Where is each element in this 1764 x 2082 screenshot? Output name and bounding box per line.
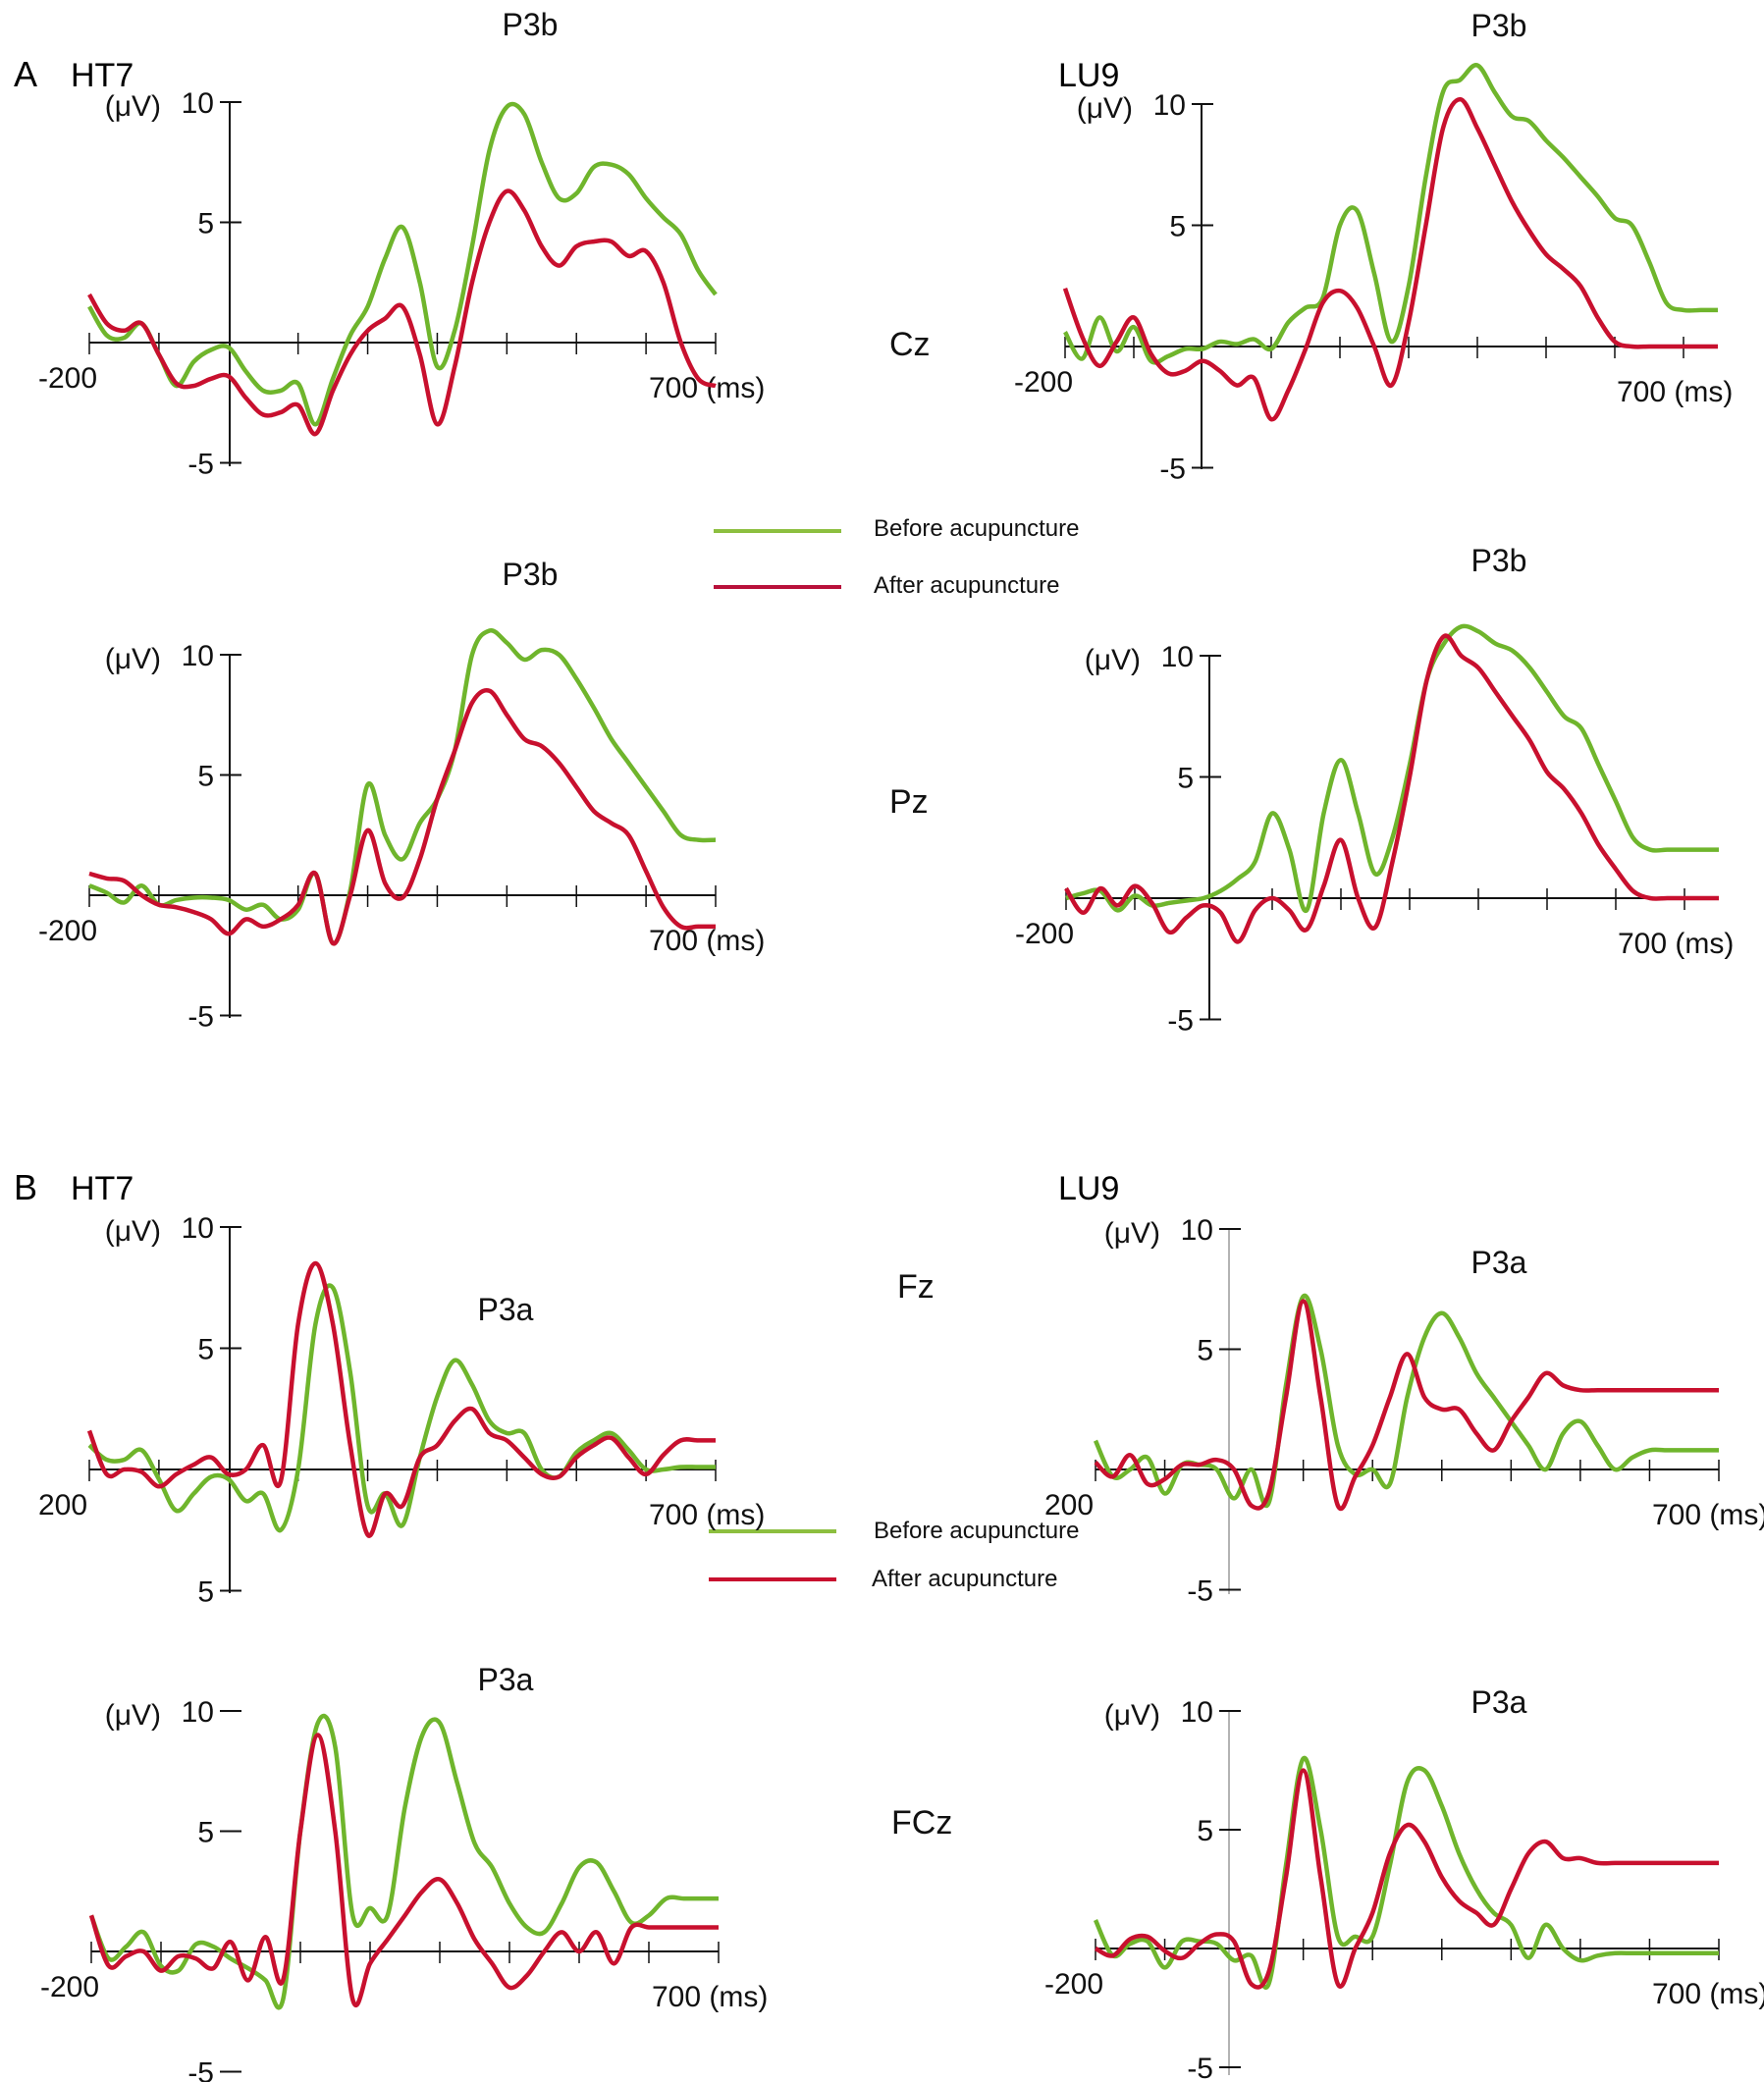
legend-before-label: Before acupuncture — [874, 1518, 1079, 1544]
section-a-left-group: HT7 — [71, 57, 134, 94]
y-tick-label: 5 — [197, 1817, 214, 1849]
series-before-acupuncture — [1065, 623, 1719, 913]
x-tick-label-start: -200 — [38, 915, 97, 947]
x-tick-label-end: 700 (ms) — [1617, 376, 1733, 408]
series-before-acupuncture — [87, 1283, 716, 1533]
component-label: P3b — [1471, 8, 1527, 43]
x-tick-label-start: 200 — [1044, 1489, 1094, 1521]
y-tick-label: 10 — [182, 87, 214, 120]
series-before-acupuncture — [1093, 1293, 1719, 1509]
x-tick-label-start: 200 — [38, 1489, 87, 1521]
erp-panel-b-lu9-fcz: 10 (μV) 5 -5 -200 700 (ms) P3a — [1044, 1684, 1764, 2082]
series-after-acupuncture — [1094, 1299, 1719, 1512]
electrode-label-cz: Cz — [889, 326, 931, 363]
component-label: P3a — [478, 1662, 534, 1697]
y-tick-label: 5 — [197, 208, 214, 240]
section-b-right-group: LU9 — [1058, 1170, 1119, 1207]
y-tick-label: 5 — [197, 761, 214, 793]
y-unit-label: (μV) — [1104, 1217, 1160, 1250]
x-tick-label-start: -200 — [1014, 366, 1073, 399]
section-a-right-group: LU9 — [1058, 57, 1119, 94]
y-tick-label: 10 — [182, 1696, 214, 1729]
series-before-acupuncture — [1063, 63, 1718, 365]
y-tick-label: -5 — [1187, 2053, 1213, 2082]
x-tick-label-end: 700 (ms) — [652, 1981, 768, 2013]
x-tick-label-start: -200 — [1044, 1968, 1103, 2001]
y-tick-label: -5 — [187, 2057, 214, 2082]
y-tick-label: 5 — [1197, 1335, 1213, 1367]
component-label: P3a — [478, 1292, 534, 1327]
y-tick-label: -5 — [1167, 1005, 1194, 1038]
y-unit-label: (μV) — [105, 643, 161, 675]
y-unit-label: (μV) — [1104, 1699, 1160, 1732]
series-after-acupuncture — [1094, 1768, 1719, 1990]
x-tick-label-end: 700 (ms) — [649, 372, 765, 404]
erp-panel-a-lu9-cz: 10 (μV) 5 -5 -200 700 (ms) P3b — [1014, 8, 1733, 486]
y-tick-label: -5 — [1187, 1575, 1213, 1608]
x-tick-label-end: 700 (ms) — [649, 1499, 765, 1531]
y-tick-label: -5 — [187, 1001, 214, 1034]
series-after-acupuncture — [88, 1733, 719, 2008]
y-tick-label: 10 — [182, 1212, 214, 1245]
x-tick-label-end: 700 (ms) — [1652, 1499, 1764, 1531]
y-unit-label: (μV) — [105, 1215, 161, 1248]
erp-panel-a-lu9-pz: 10 (μV) 5 -5 -200 700 (ms) P3b — [1015, 543, 1734, 1038]
y-tick-label: 10 — [182, 640, 214, 672]
legend-before-label: Before acupuncture — [874, 515, 1079, 542]
series-after-acupuncture — [1064, 633, 1719, 944]
electrode-label-fz: Fz — [897, 1268, 935, 1306]
component-label: P3b — [503, 7, 559, 42]
series-before-acupuncture — [88, 628, 717, 946]
series-after-acupuncture — [87, 188, 717, 437]
x-tick-label-end: 700 (ms) — [649, 925, 765, 957]
y-unit-label: (μV) — [105, 90, 161, 123]
y-unit-label: (μV) — [1085, 644, 1141, 676]
erp-panel-a-ht7-cz: 10 (μV) 5 -5 -200 700 (ms) P3b — [38, 7, 765, 481]
erp-panel-b-ht7-fz: 10 (μV) 5 5 200 700 (ms) P3a — [38, 1212, 765, 1609]
x-tick-label-end: 700 (ms) — [1652, 1978, 1764, 2010]
erp-panel-a-ht7-pz: 10 (μV) 5 -5 -200 700 (ms) P3b — [38, 557, 765, 1034]
x-tick-label-end: 700 (ms) — [1618, 928, 1734, 960]
panels: 10 (μV) 5 -5 -200 700 (ms) P3b 10 (μV) 5 -5 -200 700… — [38, 7, 1764, 2082]
legend-bottom: Before acupuncture After acupuncture — [709, 1518, 1079, 1592]
component-label: P3a — [1471, 1684, 1527, 1720]
series-after-acupuncture — [1062, 96, 1718, 422]
x-tick-label-start: -200 — [1015, 918, 1074, 950]
section-b-letter: B — [14, 1167, 37, 1207]
legend-after-label: After acupuncture — [872, 1566, 1057, 1592]
legend-top: Before acupuncture After acupuncture — [714, 515, 1079, 599]
erp-panel-b-ht7-fcz: 10 (μV) 5 -5 -200 700 (ms) P3a — [40, 1662, 768, 2082]
series-before-acupuncture — [87, 101, 718, 427]
section-a-letter: A — [14, 54, 37, 94]
y-unit-label: (μV) — [1077, 92, 1133, 125]
y-tick-label: -5 — [1159, 454, 1186, 486]
series-before-acupuncture — [88, 1713, 719, 2010]
y-tick-label: 5 — [197, 1334, 214, 1366]
y-tick-label: 5 — [1169, 211, 1186, 243]
y-tick-label: 10 — [1181, 1214, 1213, 1247]
y-tick-label: 10 — [1181, 1696, 1213, 1729]
series-after-acupuncture — [86, 1260, 716, 1538]
section-b-left-group: HT7 — [71, 1170, 134, 1207]
electrode-label-pz: Pz — [889, 783, 929, 821]
y-tick-label: 5 — [1197, 1815, 1213, 1847]
legend-after-label: After acupuncture — [874, 572, 1059, 599]
erp-panel-b-lu9-fz: 10 (μV) 5 -5 200 700 (ms) P3a — [1044, 1214, 1764, 1608]
y-tick-label: 5 — [1177, 763, 1194, 795]
component-label: P3b — [1471, 543, 1527, 578]
component-label: P3a — [1471, 1245, 1527, 1280]
y-tick-label: 10 — [1153, 89, 1186, 122]
component-label: P3b — [503, 557, 559, 592]
electrode-label-fcz: FCz — [891, 1804, 952, 1842]
y-tick-label: 5 — [197, 1576, 214, 1609]
y-tick-label: 10 — [1161, 641, 1194, 673]
y-tick-label: -5 — [187, 449, 214, 481]
x-tick-label-start: -200 — [40, 1971, 99, 2003]
x-tick-label-start: -200 — [38, 362, 97, 395]
y-unit-label: (μV) — [105, 1699, 161, 1732]
series-after-acupuncture — [88, 688, 716, 946]
